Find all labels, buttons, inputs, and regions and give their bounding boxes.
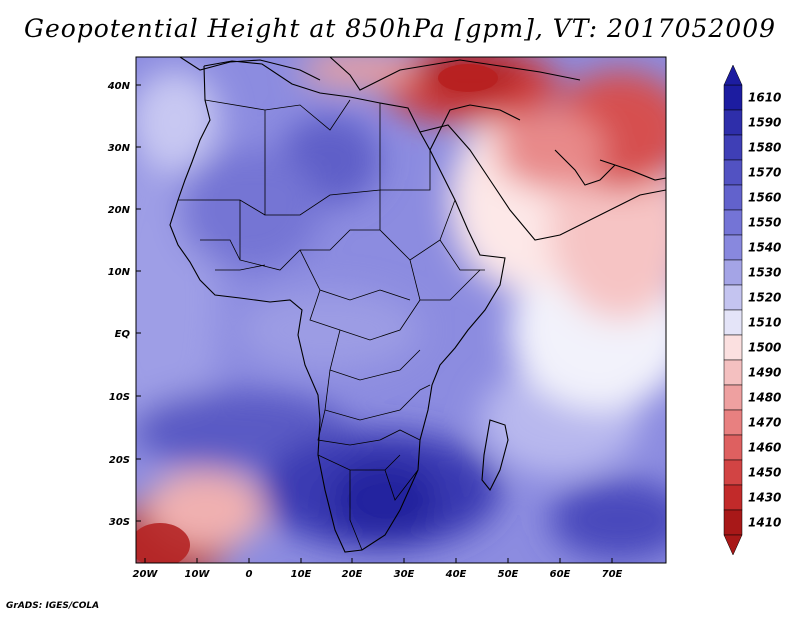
lon-label: 60E [550, 569, 571, 580]
lon-label: 0 [246, 569, 253, 580]
colorbar-label: 1610 [748, 91, 781, 105]
colorbar-cell [723, 309, 743, 336]
lon-labels: 20W 10W 0 10E 20E 30E 40E 50E 60E 70E [133, 569, 623, 580]
colorbar-cell [723, 109, 743, 136]
colorbar-label: 1520 [748, 291, 781, 305]
colorbar-label: 1560 [748, 191, 781, 205]
lon-label: 40E [445, 569, 467, 580]
lon-label: 30E [394, 569, 415, 580]
colorbar-cell [723, 459, 743, 486]
lon-label: 10E [291, 569, 312, 580]
colorbar-cell [723, 384, 743, 411]
map-frame [135, 56, 667, 564]
colorbar-top-arrow [723, 64, 743, 86]
colorbar-cell [723, 484, 743, 511]
colorbar-cell [723, 409, 743, 436]
map-title: Geopotential Height at 850hPa [gpm], VT:… [23, 14, 777, 43]
colorbar-label: 1580 [748, 141, 781, 155]
colorbar-label: 1490 [748, 366, 781, 380]
colorbar-cell [723, 509, 743, 536]
lat-label: 20N [108, 205, 131, 216]
height-field [136, 57, 666, 563]
colorbar-label: 1530 [748, 266, 781, 280]
colorbar-cell [723, 184, 743, 211]
colorbar-cell [723, 234, 743, 261]
colorbar-cell [723, 159, 743, 186]
colorbar-label: 1590 [748, 116, 781, 130]
colorbar-cell [723, 359, 743, 386]
colorbar-cell [723, 84, 743, 111]
colorbar-cell [723, 134, 743, 161]
colorbar-label: 1550 [748, 216, 781, 230]
colorbar-label: 1480 [748, 391, 781, 405]
colorbar-cell [723, 259, 743, 286]
lat-label: 10N [108, 267, 131, 278]
lat-label: 30S [109, 517, 130, 528]
lat-label: 20S [109, 455, 130, 466]
colorbar-label: 1460 [748, 441, 781, 455]
lat-labels: 40N 30N 20N 10N EQ 10S 20S 30S [107, 81, 131, 528]
colorbar-cell [723, 284, 743, 311]
colorbar-label: 1430 [748, 491, 781, 505]
colorbar-cell [723, 434, 743, 461]
colorbar-bottom-arrow [723, 534, 743, 556]
colorbar-cell [723, 334, 743, 361]
colorbar-label: 1510 [748, 316, 781, 330]
lon-label: 70E [602, 569, 623, 580]
ticks [136, 84, 613, 563]
lat-label: 10S [109, 392, 130, 403]
country-borders [178, 99, 485, 551]
lon-label: 10W [185, 569, 211, 580]
colorbar-label: 1450 [748, 466, 781, 480]
colorbar: 1610 1590 1580 1570 1560 1550 1540 1530 1520 1510… [723, 64, 781, 556]
coastlines [169, 57, 666, 553]
colorbar-label: 1410 [748, 516, 781, 530]
lon-label: 20E [342, 569, 363, 580]
lat-label: 30N [108, 143, 131, 154]
colorbar-label: 1540 [748, 241, 781, 255]
lat-label: EQ [115, 329, 131, 340]
colorbar-label: 1470 [748, 416, 781, 430]
colorbar-label: 1570 [748, 166, 781, 180]
colorbar-cell [723, 209, 743, 236]
colorbar-label: 1500 [748, 341, 781, 355]
lon-label: 20W [133, 569, 159, 580]
credit-text: GrADS: IGES/COLA [6, 601, 100, 611]
lon-label: 50E [498, 569, 519, 580]
lat-label: 40N [107, 81, 131, 92]
